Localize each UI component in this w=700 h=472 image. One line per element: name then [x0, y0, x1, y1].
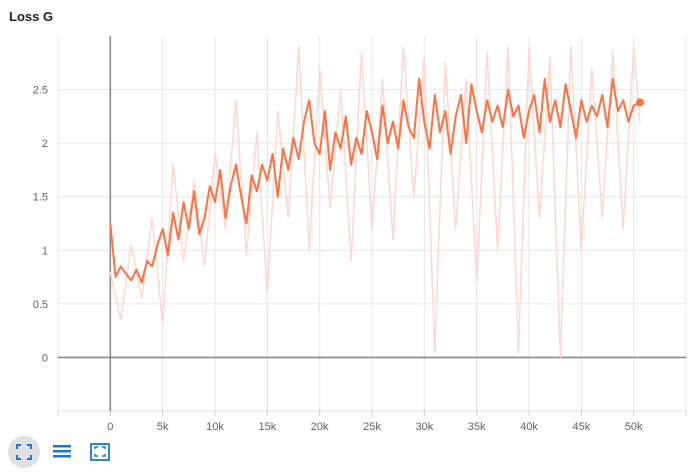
y-tick-label: 1 — [42, 245, 48, 257]
chart-title: Loss G — [9, 9, 54, 24]
expand-button[interactable] — [84, 436, 116, 468]
tick-labels: 0 5k 10k 15k 20k 25k 30k 35k 40k 45k 50k 0 0.5 1 1.5 2 2… — [33, 85, 643, 430]
chart-toolbar — [8, 436, 116, 468]
smoothed-series-line — [109, 77, 641, 284]
x-tick-label: 5k — [157, 421, 169, 430]
x-tick-label: 40k — [520, 421, 538, 430]
x-tick-label: 45k — [572, 421, 590, 430]
x-tick-label: 0 — [107, 421, 113, 430]
y-tick-label: 2 — [42, 138, 48, 150]
fit-domain-icon — [16, 444, 32, 460]
x-tick-label: 10k — [206, 421, 224, 430]
x-tick-label: 15k — [258, 421, 276, 430]
y-tick-label: 0 — [42, 352, 48, 364]
fit-domain-button[interactable] — [8, 436, 40, 468]
y-tick-label: 1.5 — [33, 192, 48, 204]
x-tick-label: 25k — [363, 421, 381, 430]
series-end-marker — [635, 98, 644, 107]
y-tick-label: 2.5 — [33, 85, 48, 97]
loss-chart: 0 5k 10k 15k 20k 25k 30k 35k 40k 45k 50k 0 0.5 1 1.5 2 2… — [33, 36, 687, 430]
expand-icon — [90, 443, 110, 461]
data-table-icon — [53, 445, 71, 458]
x-tick-label: 20k — [311, 421, 329, 430]
x-tick-label: 30k — [415, 421, 433, 430]
data-table-button[interactable] — [46, 436, 78, 468]
x-tick-label: 35k — [468, 421, 486, 430]
series-group — [109, 45, 644, 359]
y-tick-label: 0.5 — [33, 299, 48, 311]
x-tick-label: 50k — [625, 421, 643, 430]
raw-series-line — [109, 45, 641, 359]
